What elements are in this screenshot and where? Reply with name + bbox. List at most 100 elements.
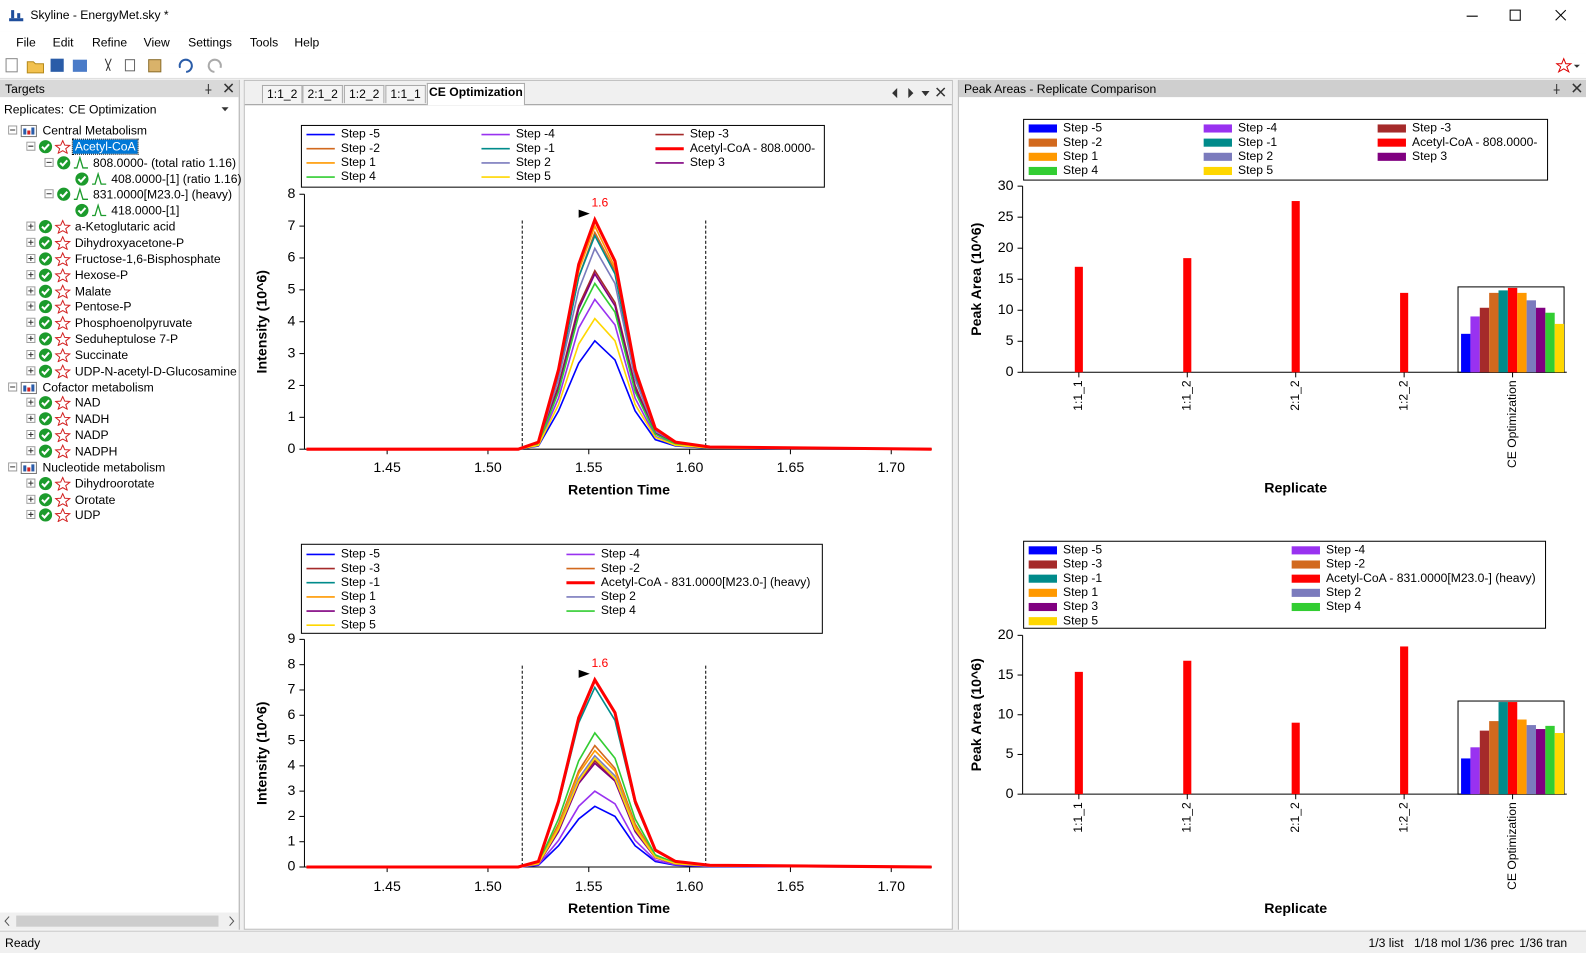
chromatogram-panel: 1:1_2 2:1_2 1:2_2 1:1_1 CE Optimization — [243, 79, 953, 930]
peak-areas-panel: Peak Areas - Replicate Comparison — [957, 79, 1586, 930]
toolbar-star[interactable] — [1555, 57, 1582, 75]
tree-icons — [8, 460, 40, 474]
tree-icons — [44, 155, 92, 170]
tab[interactable]: 2:1_2 — [302, 84, 343, 104]
tree-label: 808.0000- (total ratio 1.16) — [93, 155, 237, 170]
tree-row[interactable]: Dihydroorotate — [26, 475, 156, 491]
tree-row[interactable]: Seduheptulose 7-P — [26, 331, 180, 347]
tree-row[interactable]: Hexose-P — [26, 267, 130, 283]
tab[interactable]: 1:1_2 — [261, 84, 303, 104]
menu-item[interactable]: Help — [294, 35, 320, 50]
tree-row[interactable]: Orotate — [26, 491, 117, 507]
tree-row[interactable]: Fructose-1,6-Bisphosphate — [26, 251, 222, 267]
tree-row[interactable]: Malate — [26, 283, 113, 299]
tree-icons — [63, 171, 110, 186]
tree-label: Malate — [74, 283, 112, 298]
title-bar: Skyline - EnergyMet.sky * — [0, 0, 1586, 32]
window-title: Skyline - EnergyMet.sky * — [30, 8, 169, 23]
tree-row[interactable]: NADP — [26, 427, 110, 443]
tree-row[interactable]: Acetyl-CoA — [26, 138, 139, 155]
tree-row[interactable]: UDP — [26, 507, 102, 523]
tree-row[interactable]: Phosphoenolpyruvate — [26, 315, 194, 331]
tree-label: UDP-N-acetyl-D-Glucosamine — [74, 363, 237, 379]
window-controls[interactable] — [1457, 6, 1578, 26]
tree-row[interactable]: Pentose-P — [26, 299, 133, 315]
replicates-row: Replicates: CE Optimization — [0, 99, 239, 119]
tree-icons — [26, 412, 73, 427]
tab-nav[interactable] — [888, 86, 949, 100]
panel-buttons[interactable] — [1553, 83, 1583, 95]
tree-icons — [26, 444, 73, 459]
tab[interactable]: 1:1_1 — [385, 84, 426, 104]
tree-row[interactable]: Cofactor metabolism — [8, 379, 156, 395]
tab[interactable]: 1:2_2 — [343, 84, 385, 104]
menu-item[interactable]: Edit — [52, 35, 74, 50]
replicates-combo[interactable]: CE Optimization — [68, 102, 157, 117]
tree-label: NADPH — [74, 444, 118, 459]
tree-row[interactable]: 808.0000- (total ratio 1.16) — [44, 154, 239, 170]
tree-label: Seduheptulose 7-P — [74, 331, 179, 347]
tab[interactable]: CE Optimization — [426, 82, 525, 106]
menu-bar: File Edit Refine View Settings Tools Help — [0, 31, 1586, 54]
tree-row[interactable]: a-Ketoglutaric acid — [26, 219, 177, 235]
tree-icons — [26, 139, 73, 154]
toolbar-icons[interactable] — [0, 54, 263, 78]
tree-icons — [63, 203, 110, 218]
tree-row[interactable]: Dihydroxyacetone-P — [26, 235, 186, 251]
menu-item[interactable]: Settings — [188, 35, 232, 50]
status-text: Ready — [5, 935, 41, 950]
tree-row[interactable]: 831.0000[M23.0-] (heavy) — [44, 187, 235, 203]
tree-label: Succinate — [74, 347, 129, 363]
target-tree: Central Metabolism Acetyl-CoA 808.0000- (t… — [0, 122, 241, 911]
panel-header: Peak Areas - Replicate Comparison — [958, 79, 1586, 98]
tree-icons — [26, 363, 73, 379]
tree-label: Acetyl-CoA — [71, 138, 139, 155]
tree-row[interactable]: UDP-N-acetyl-D-Glucosamine — [26, 363, 238, 379]
tree-icons — [26, 428, 73, 443]
tree-label: UDP — [74, 508, 101, 523]
tree-row[interactable]: Succinate — [26, 347, 130, 363]
menu-item[interactable]: Refine — [92, 35, 128, 50]
combo-arrow[interactable] — [221, 106, 230, 112]
panel-title: Peak Areas - Replicate Comparison — [963, 81, 1157, 97]
menu-item[interactable]: File — [16, 35, 36, 50]
tree-label: Pentose-P — [74, 299, 132, 314]
tree-label: Dihydroxyacetone-P — [74, 235, 185, 250]
tree-label: Hexose-P — [74, 267, 129, 282]
tree-icons — [26, 347, 73, 363]
panel-buttons[interactable] — [204, 83, 234, 95]
status-count: 1/3 list — [1368, 935, 1404, 950]
targets-panel: Targets Replicates: CE Optimization Cent… — [0, 79, 241, 930]
tree-row[interactable]: Central Metabolism — [8, 122, 149, 138]
tree-row[interactable]: NAD — [26, 395, 102, 411]
tree-icons — [26, 267, 73, 282]
tree-row[interactable]: 418.0000-[1] — [63, 203, 182, 219]
tree-label: Nucleotide metabolism — [42, 460, 166, 475]
tree-row[interactable]: 408.0000-[1] (ratio 1.16) — [63, 171, 244, 187]
tree-label: a-Ketoglutaric acid — [74, 219, 176, 234]
tree-label: Orotate — [74, 492, 116, 507]
status-bar: Ready 1/3 list 1/18 mol 1/36 prec 1/36 tran — [0, 930, 1586, 953]
tab-strip: 1:1_2 2:1_2 1:2_2 1:1_1 CE Optimization — [244, 80, 952, 106]
tree-icons — [26, 315, 73, 330]
tree-icons — [26, 476, 73, 491]
tree-icons — [26, 235, 73, 250]
tree-label: 408.0000-[1] (ratio 1.16) — [111, 171, 242, 186]
tree-label: 418.0000-[1] — [111, 203, 180, 218]
status-count: 1/36 prec — [1463, 935, 1515, 950]
horizontal-scrollbar[interactable] — [0, 912, 239, 930]
menu-item[interactable]: View — [143, 35, 170, 50]
app-icon — [9, 10, 24, 22]
tree-label: 831.0000[M23.0-] (heavy) — [93, 187, 233, 202]
tree-row[interactable]: NADH — [26, 411, 111, 427]
tree-icons — [26, 251, 73, 266]
replicates-label: Replicates: — [4, 102, 65, 117]
tree-label: NADH — [74, 412, 110, 427]
tree-row[interactable]: NADPH — [26, 443, 119, 459]
tree-label: NAD — [74, 396, 101, 411]
menu-item[interactable]: Tools — [249, 35, 279, 50]
tree-row[interactable]: Nucleotide metabolism — [8, 459, 167, 475]
tree-icons — [8, 123, 40, 138]
tree-label: Dihydroorotate — [74, 476, 155, 491]
